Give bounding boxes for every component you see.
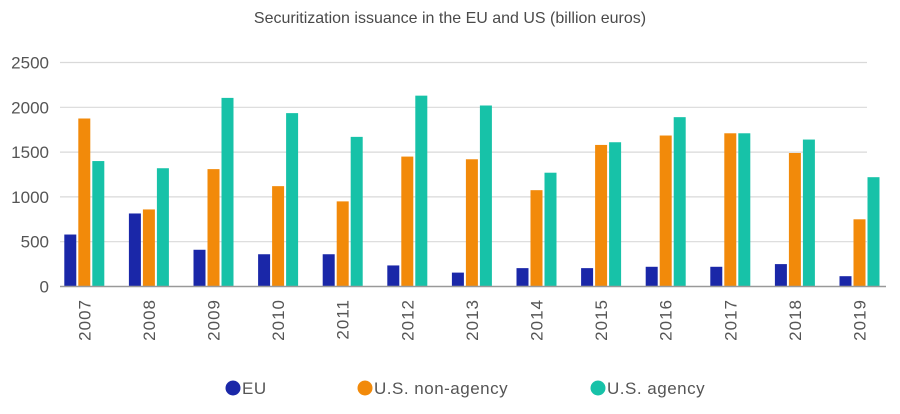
- x-tick-label: 2017: [721, 299, 740, 341]
- bar-group-2008: [128, 168, 169, 287]
- y-tick-label: 1500: [11, 143, 49, 162]
- bar-u-s-non-agency-2017: [724, 133, 737, 287]
- bar-group-2010: [258, 113, 299, 287]
- bar-group-2012: [387, 95, 428, 287]
- bar-u-s-agency-2014: [544, 172, 557, 287]
- x-tick-label: 2015: [592, 299, 611, 341]
- bar-u-s-agency-2016: [673, 117, 686, 287]
- x-tick-label: 2019: [851, 299, 870, 341]
- bar-eu-2015: [581, 268, 594, 287]
- bar-eu-2019: [839, 276, 852, 287]
- y-tick-label: 1000: [11, 188, 49, 207]
- x-tick-label: 2016: [657, 299, 676, 341]
- bar-u-s-agency-2007: [92, 161, 105, 287]
- bar-u-s-agency-2019: [867, 177, 880, 287]
- bar-u-s-non-agency-2014: [530, 190, 543, 287]
- x-axis-tick-labels: 2007 2008 2009 2010 2011 2012 2013 2014 2015 2016…: [75, 299, 869, 341]
- bar-eu-2014: [516, 268, 529, 287]
- y-tick-label: 2500: [11, 54, 49, 73]
- bar-u-s-agency-2008: [156, 168, 169, 287]
- bar-u-s-non-agency-2012: [401, 156, 414, 287]
- bar-eu-2008: [128, 213, 141, 287]
- bar-group-2018: [774, 139, 815, 287]
- bar-u-s-non-agency-2016: [659, 135, 672, 287]
- bar-u-s-non-agency-2019: [853, 219, 866, 287]
- bar-u-s-agency-2012: [415, 95, 428, 287]
- bar-u-s-non-agency-2007: [78, 118, 91, 287]
- bar-group-2013: [451, 105, 492, 287]
- bar-u-s-non-agency-2011: [336, 201, 349, 287]
- legend-label: U.S. non-agency: [374, 379, 508, 398]
- x-tick-label: 2014: [528, 299, 547, 341]
- bar-group-2014: [516, 172, 557, 287]
- bar-u-s-non-agency-2010: [272, 186, 285, 287]
- bar-eu-2009: [193, 249, 206, 287]
- y-tick-label: 500: [21, 233, 49, 252]
- legend-marker-icon: [590, 380, 606, 396]
- legend-marker-icon: [225, 380, 241, 396]
- bar-u-s-agency-2015: [609, 142, 622, 287]
- bar-group-2016: [645, 117, 686, 287]
- x-tick-label: 2018: [786, 299, 805, 341]
- bar-u-s-agency-2017: [738, 133, 751, 287]
- x-tick-label: 2012: [398, 299, 417, 341]
- bar-u-s-non-agency-2008: [142, 209, 155, 287]
- bar-eu-2012: [387, 265, 400, 287]
- y-tick-label: 0: [40, 278, 49, 297]
- bar-eu-2016: [645, 266, 658, 287]
- x-tick-label: 2009: [205, 299, 224, 341]
- legend-item-eu: EU: [225, 379, 267, 398]
- bar-group-2011: [322, 136, 363, 287]
- x-tick-label: 2013: [463, 299, 482, 341]
- bar-u-s-non-agency-2015: [595, 144, 608, 287]
- bar-eu-2011: [322, 254, 335, 287]
- legend-item-u-s-non-agency: U.S. non-agency: [357, 379, 508, 398]
- bar-eu-2013: [451, 272, 464, 287]
- legend-item-u-s-agency: U.S. agency: [590, 379, 705, 398]
- bar-u-s-non-agency-2013: [465, 159, 478, 287]
- bar-eu-2007: [64, 234, 77, 287]
- bar-u-s-agency-2011: [350, 136, 363, 287]
- bar-group-2007: [64, 118, 105, 287]
- bar-u-s-agency-2010: [286, 113, 299, 287]
- bar-u-s-agency-2018: [802, 139, 815, 287]
- chart-title: Securitization issuance in the EU and US…: [254, 10, 646, 27]
- bar-u-s-non-agency-2018: [788, 152, 801, 287]
- bar-group-2019: [839, 177, 880, 287]
- x-tick-label: 2008: [140, 299, 159, 341]
- bar-u-s-agency-2009: [221, 97, 234, 287]
- x-tick-label: 2010: [269, 299, 288, 341]
- bar-group-2017: [710, 133, 751, 287]
- y-axis-tick-labels: 0 500 1000 1500 2000 2500: [11, 54, 49, 297]
- bar-eu-2017: [710, 266, 723, 287]
- bar-u-s-non-agency-2009: [207, 169, 220, 287]
- bar-u-s-agency-2013: [479, 105, 492, 287]
- y-tick-label: 2000: [11, 98, 49, 117]
- legend-label: EU: [242, 379, 267, 398]
- bar-group-2015: [581, 142, 622, 287]
- x-tick-label: 2007: [75, 299, 94, 341]
- bars: [64, 95, 880, 287]
- legend-label: U.S. agency: [607, 379, 705, 398]
- legend-marker-icon: [357, 380, 373, 396]
- bar-eu-2018: [774, 264, 787, 287]
- x-tick-label: 2011: [334, 299, 353, 340]
- bar-eu-2010: [258, 254, 271, 287]
- bar-group-2009: [193, 97, 234, 287]
- legend: EU U.S. non-agency U.S. agency: [225, 379, 705, 398]
